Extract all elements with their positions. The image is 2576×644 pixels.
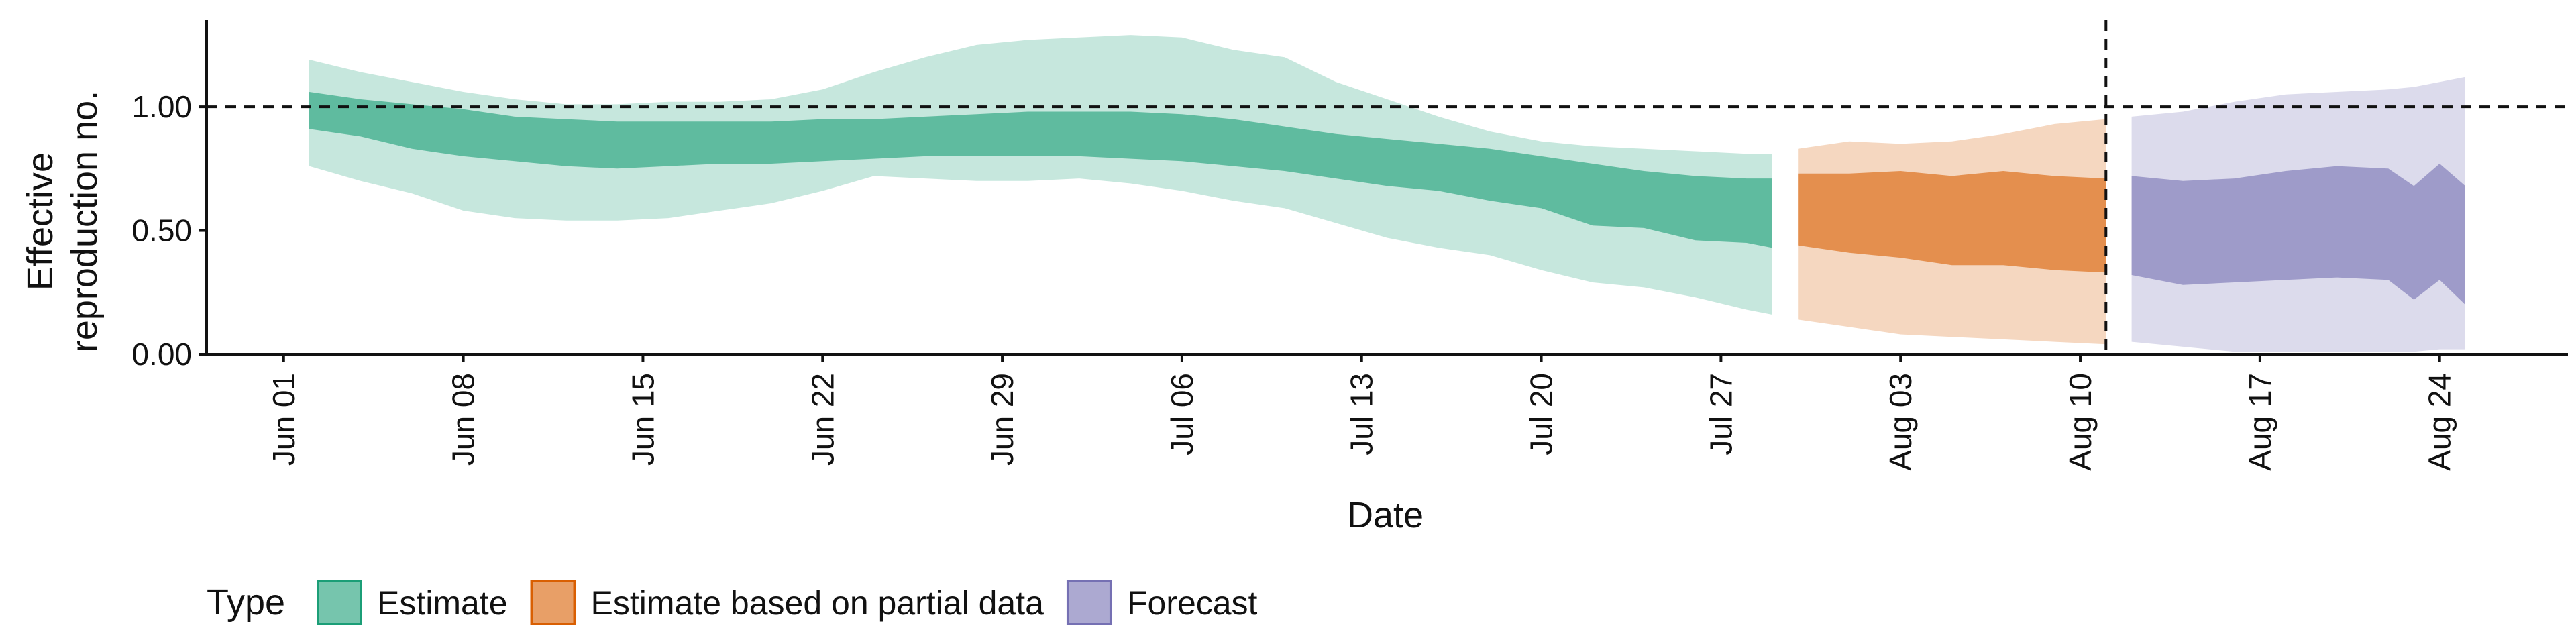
y-axis-title-line2: reproduction no.	[64, 91, 105, 352]
y-tick-label: 1.00	[131, 89, 192, 124]
legend-key-estimate-based-on-partial-data	[530, 580, 576, 625]
legend-title: Type	[207, 582, 285, 623]
x-tick-label: Aug 24	[2422, 373, 2457, 471]
forecast-50-interval	[2131, 164, 2465, 305]
y-axis-title: Effective reproduction no.	[20, 91, 105, 352]
x-tick-label: Jun 29	[985, 373, 1020, 466]
x-tick-label: Aug 17	[2243, 373, 2277, 471]
legend: Type Estimate Estimate based on partial d…	[207, 580, 1258, 625]
legend-key-forecast	[1066, 580, 1112, 625]
x-tick-label: Aug 03	[1883, 373, 1918, 471]
legend-key-estimate	[317, 580, 362, 625]
y-tick-label: 0.50	[131, 213, 192, 248]
x-tick-label: Jul 20	[1524, 373, 1559, 455]
x-tick-label: Aug 10	[2063, 373, 2098, 471]
axes	[205, 20, 2568, 356]
y-tick-label: 0.00	[131, 337, 192, 372]
x-tick-label: Jul 27	[1703, 373, 1738, 455]
estimate-50-interval	[309, 92, 1772, 248]
estimate-based-on-partial-data-50-interval	[1798, 171, 2106, 273]
tick-layer: 0.00 0.50 1.00 Jun 01 Jun 08 Jun 15 Jun 22 Jun …	[131, 89, 2457, 471]
x-axis-title: Date	[1347, 495, 1424, 535]
legend-label-estimate-based-on-partial-data: Estimate based on partial data	[591, 584, 1044, 622]
x-tick-label: Jun 15	[625, 373, 660, 466]
ribbon-layer	[309, 35, 2465, 352]
x-tick-label: Jul 06	[1165, 373, 1199, 455]
y-axis-title-line1: Effective	[20, 152, 60, 290]
x-tick-label: Jun 22	[805, 373, 840, 466]
legend-label-estimate: Estimate	[377, 584, 508, 622]
estimate-90-interval	[309, 35, 1772, 315]
legend-label-forecast: Forecast	[1127, 584, 1258, 622]
x-tick-label: Jul 13	[1344, 373, 1379, 455]
x-tick-label: Jun 08	[446, 373, 481, 466]
x-tick-label: Jun 01	[266, 373, 301, 466]
